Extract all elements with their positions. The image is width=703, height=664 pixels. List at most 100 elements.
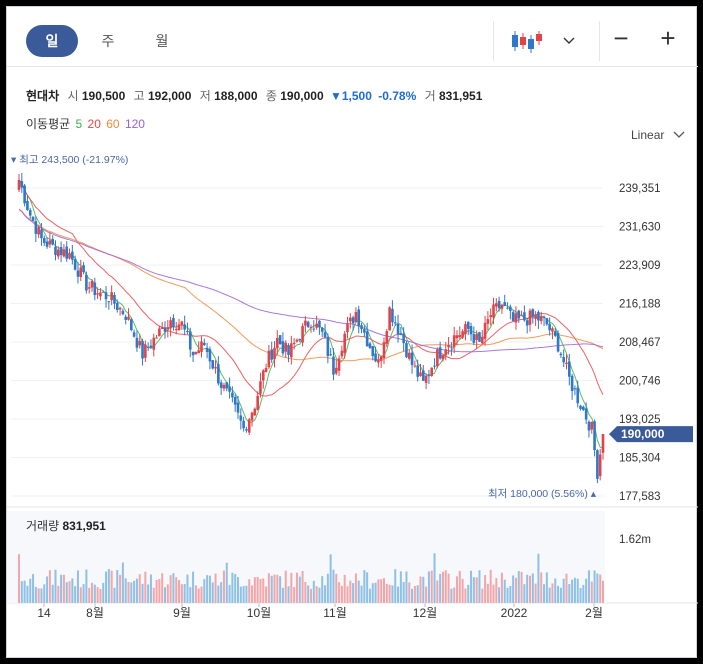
candle <box>203 338 206 346</box>
volume-bar <box>62 574 65 603</box>
y-tick-label: 177,583 <box>619 491 661 503</box>
period-tab-week[interactable]: 주 <box>101 33 115 49</box>
candle <box>236 395 240 419</box>
candle <box>34 216 38 242</box>
low-label: 저 <box>199 89 211 103</box>
zoom-in-button[interactable]: + <box>660 23 676 53</box>
volume-bar <box>144 571 147 603</box>
chart-type-button[interactable] <box>495 25 575 57</box>
candle <box>413 360 417 368</box>
volume-bar <box>273 574 276 603</box>
period-tab-month[interactable]: 월 <box>155 33 169 49</box>
candle <box>318 320 321 335</box>
candle <box>509 304 512 320</box>
candle <box>399 327 403 336</box>
candle <box>214 360 217 374</box>
candle <box>447 336 450 355</box>
volume-bar <box>531 573 534 603</box>
candle <box>407 349 411 361</box>
volume-bar <box>197 588 200 603</box>
candle <box>559 352 563 358</box>
candle <box>427 369 431 385</box>
period-tab-day[interactable]: 일 <box>26 25 78 57</box>
candle <box>514 306 518 330</box>
low-value: 188,000 <box>214 89 258 103</box>
volume-bar <box>419 576 422 603</box>
candle <box>256 391 259 411</box>
volume-bar <box>295 572 298 603</box>
chevron-down-icon <box>563 37 575 44</box>
volume-bar <box>458 570 461 603</box>
volume-bar <box>208 575 211 603</box>
candle <box>65 241 69 262</box>
volume-bar <box>284 570 287 603</box>
volume-bar <box>602 580 604 603</box>
scale-select[interactable]: Linear <box>631 128 685 142</box>
volume-bar <box>290 572 293 603</box>
scale-label: Linear <box>631 128 665 142</box>
volume-bar <box>371 583 374 603</box>
volume-bar <box>242 586 245 603</box>
ma-60-label[interactable]: 60 <box>106 117 120 131</box>
volume-bar <box>430 570 433 603</box>
ma-20-label[interactable]: 20 <box>87 117 101 131</box>
volume-bar <box>557 585 560 603</box>
volume-bar <box>265 586 268 603</box>
candle <box>576 380 580 408</box>
candle <box>96 287 99 299</box>
volume-bar <box>366 572 369 603</box>
volume-bar <box>228 584 231 603</box>
candle <box>517 309 521 323</box>
volume-bar <box>253 577 256 603</box>
volume-bar <box>20 581 23 603</box>
candle <box>127 308 130 321</box>
x-tick-label: 8월 <box>86 606 104 620</box>
price-chart[interactable]: 239,351 231,630 223,909 216,188 208,467 200,7… <box>7 7 698 659</box>
candle <box>405 341 408 359</box>
candle <box>273 341 276 368</box>
volume-bar <box>234 573 237 603</box>
volume-bar <box>158 579 161 603</box>
volume-bar <box>374 582 377 603</box>
volume-bar <box>599 574 602 603</box>
candle <box>68 248 71 260</box>
candle <box>42 235 46 247</box>
volume-bar <box>225 562 228 603</box>
volume-bar <box>46 576 49 603</box>
candle <box>146 342 150 352</box>
volume-bar <box>318 587 321 603</box>
volume-bar <box>349 580 352 603</box>
candle <box>391 300 394 327</box>
candle <box>483 315 487 346</box>
volume-bar <box>71 578 74 603</box>
volume-bar <box>293 587 296 603</box>
min-price-label: 최저 180,000 (5.56%) ▴ <box>488 488 597 500</box>
ma-5-label[interactable]: 5 <box>75 117 83 131</box>
candle <box>121 308 125 316</box>
candle <box>87 281 91 294</box>
candle <box>59 241 63 263</box>
moving-average-label: 이동평균 <box>26 117 71 131</box>
candle <box>332 348 335 381</box>
volume-bar <box>324 585 327 603</box>
volume-bar <box>248 579 251 603</box>
volume-bar <box>509 585 512 603</box>
candle <box>385 328 389 348</box>
candle <box>141 338 144 366</box>
candle <box>267 344 271 369</box>
volume-bar <box>456 576 458 603</box>
volume-bar <box>397 586 400 603</box>
change-percent: -0.78% <box>378 89 417 103</box>
candle <box>113 292 116 310</box>
volume-bar <box>354 573 357 603</box>
change-value: ▼1,500 <box>329 89 372 103</box>
ma-120-label[interactable]: 120 <box>124 117 145 131</box>
candle <box>37 225 40 238</box>
candle <box>79 259 83 281</box>
candle <box>135 330 139 352</box>
zoom-out-button[interactable]: − <box>613 23 629 53</box>
volume-bar <box>54 569 57 603</box>
volume-bar <box>194 585 197 603</box>
candle <box>304 315 307 333</box>
volume-bar <box>447 573 450 603</box>
